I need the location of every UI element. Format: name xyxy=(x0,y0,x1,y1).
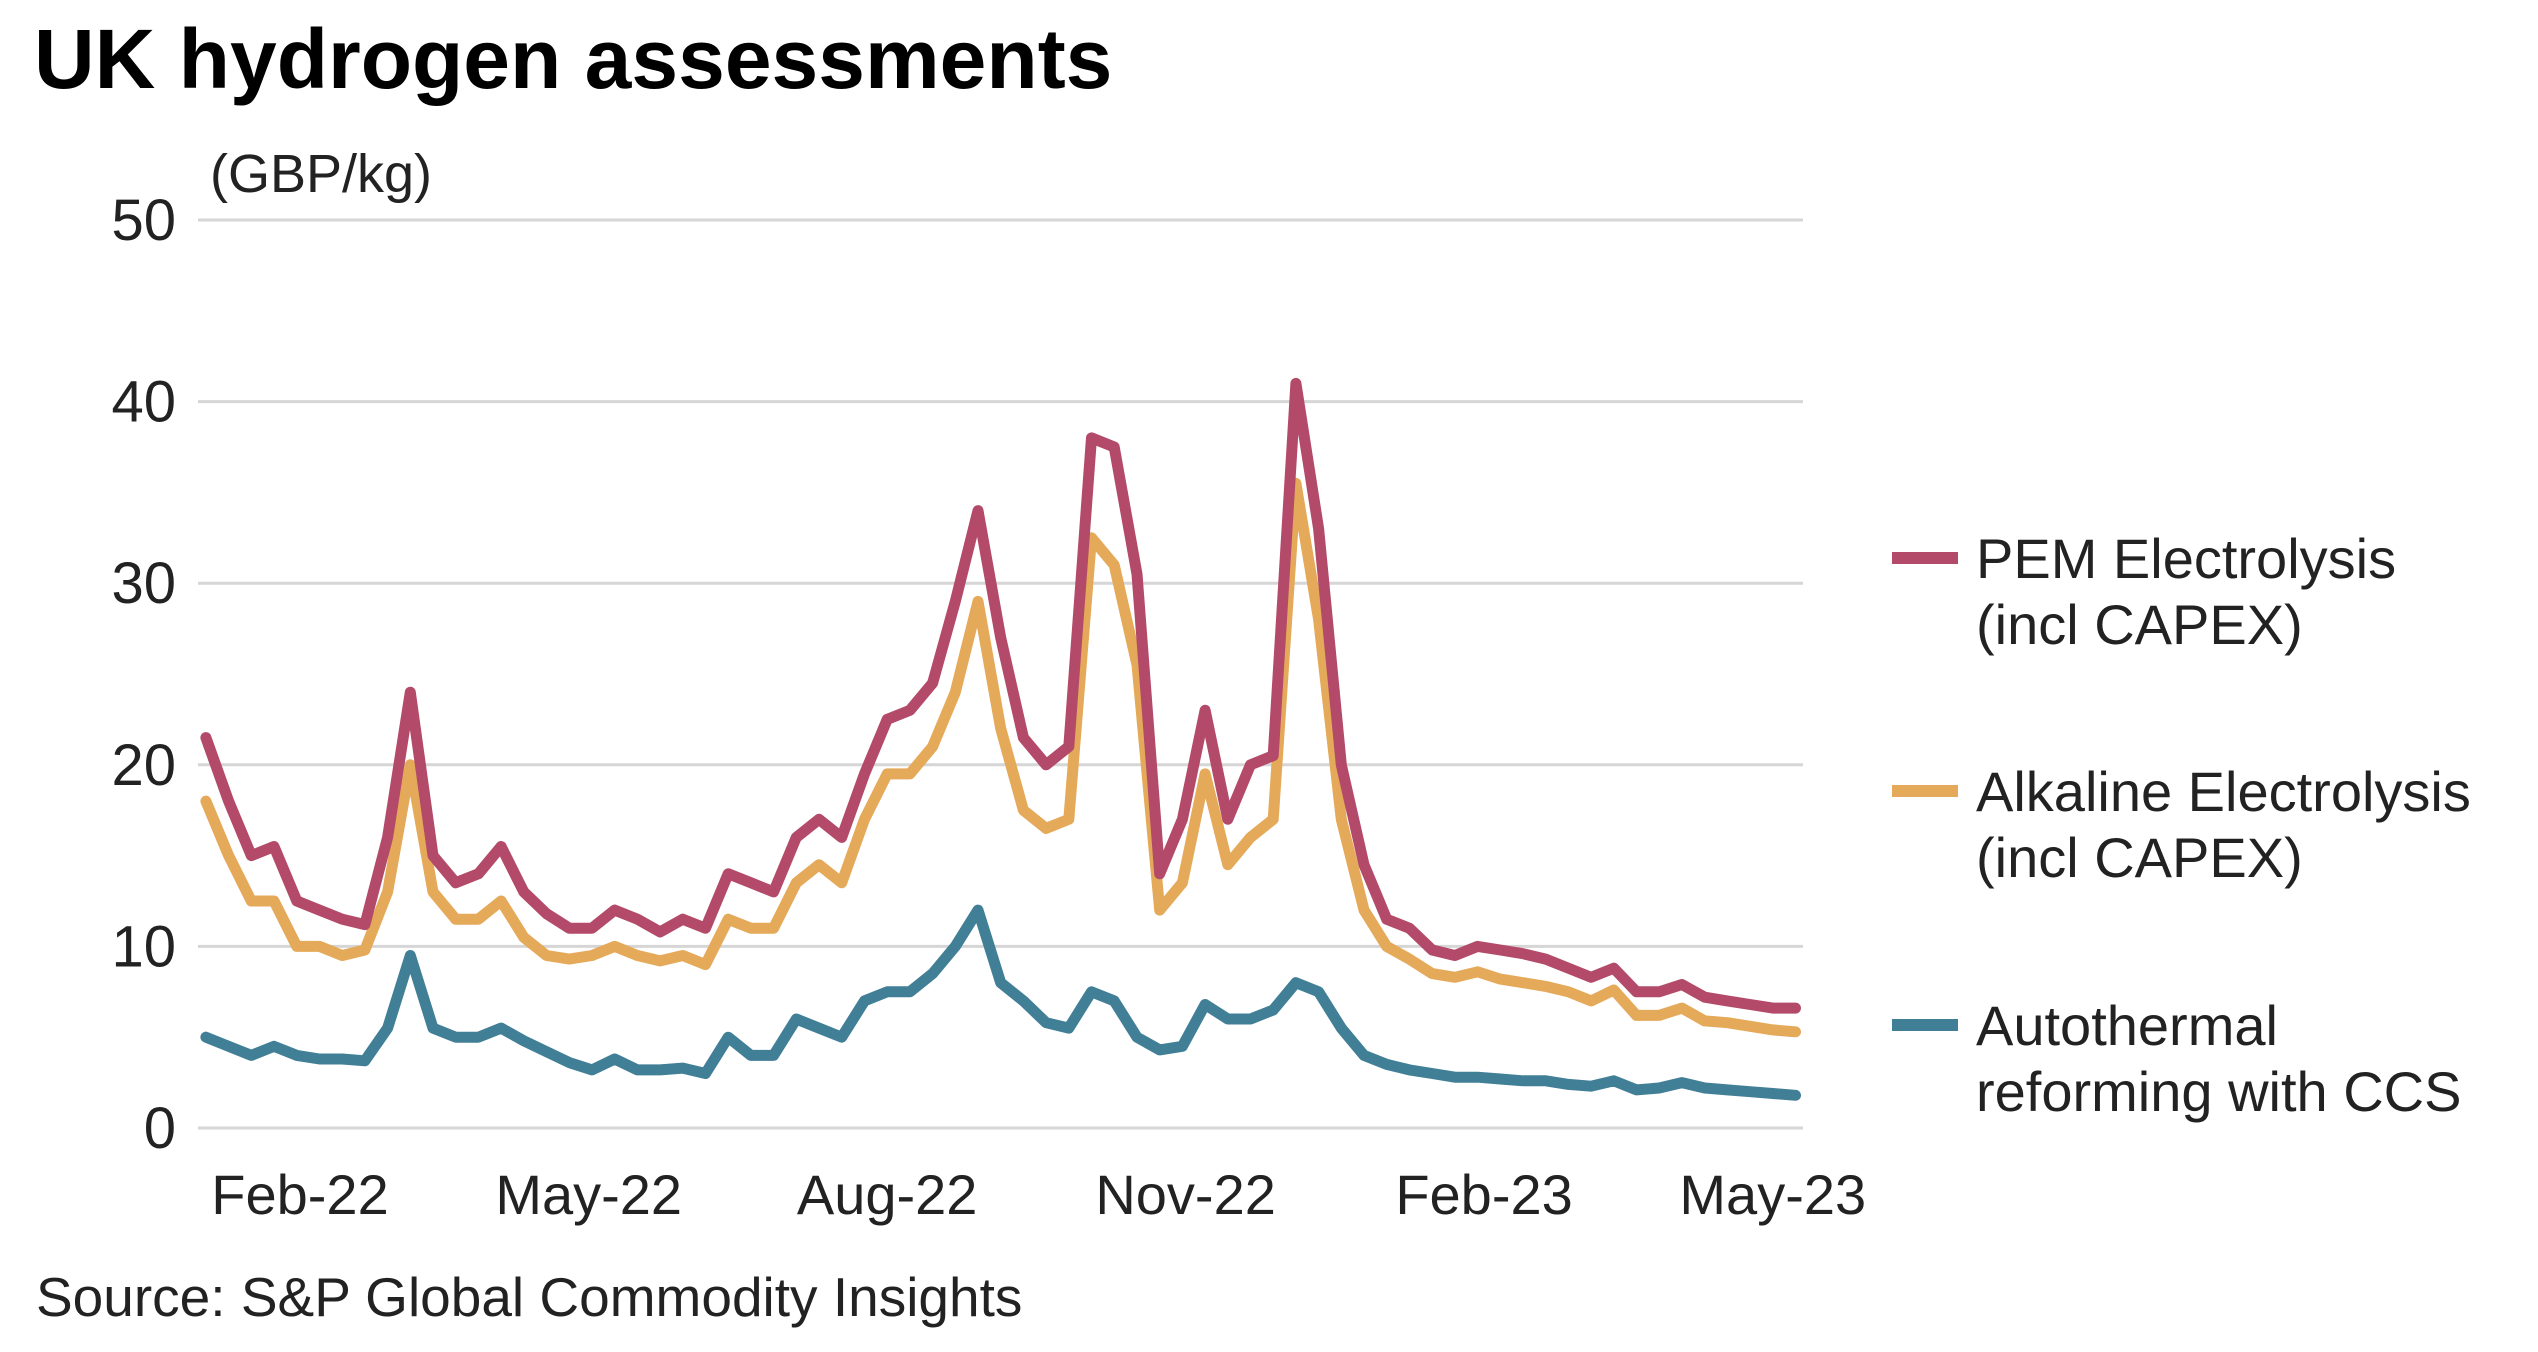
series-line-alkaline-electrolysis-incl-capex xyxy=(200,477,1801,1038)
series-line-autothermal-reforming-with-ccs xyxy=(200,904,1801,1101)
y-tick-label: 50 xyxy=(111,188,176,253)
y-tick-label: 10 xyxy=(111,914,176,979)
x-tick-label: Feb-22 xyxy=(211,1163,388,1226)
legend: PEM Electrolysis(incl CAPEX)Alkaline Ele… xyxy=(1892,527,2471,1123)
x-tick-label: May-22 xyxy=(495,1163,682,1226)
gridlines xyxy=(198,218,1803,1130)
source-note: Source: S&P Global Commodity Insights xyxy=(36,1266,1022,1328)
x-tick-label: Feb-23 xyxy=(1395,1163,1572,1226)
legend-label: Alkaline Electrolysis xyxy=(1976,760,2471,823)
legend-item: Alkaline Electrolysis(incl CAPEX) xyxy=(1892,760,2471,889)
y-tick-label: 20 xyxy=(111,733,176,798)
y-tick-label: 30 xyxy=(111,551,176,616)
y-tick-label: 40 xyxy=(111,370,176,435)
y-axis-ticks: 0 10 20 30 40 50 xyxy=(111,188,176,1161)
x-axis-ticks: Feb-22 May-22 Aug-22 Nov-22 Feb-23 May-23 xyxy=(211,1163,1866,1226)
legend-label: reforming with CCS xyxy=(1976,1060,2461,1123)
y-tick-label: 0 xyxy=(144,1096,176,1161)
legend-label: (incl CAPEX) xyxy=(1976,826,2303,889)
series-line-pem-electrolysis-incl-capex xyxy=(200,377,1801,1014)
x-tick-label: Nov-22 xyxy=(1095,1163,1276,1226)
y-axis-unit-label: (GBP/kg) xyxy=(210,144,432,204)
legend-item: PEM Electrolysis(incl CAPEX) xyxy=(1892,527,2396,656)
x-tick-label: Aug-22 xyxy=(797,1163,978,1226)
series-lines xyxy=(200,377,1801,1101)
legend-label: (incl CAPEX) xyxy=(1976,593,2303,656)
legend-label: Autothermal xyxy=(1976,994,2278,1057)
x-tick-label: May-23 xyxy=(1679,1163,1866,1226)
legend-label: PEM Electrolysis xyxy=(1976,527,2396,590)
chart-title: UK hydrogen assessments xyxy=(34,12,1112,106)
